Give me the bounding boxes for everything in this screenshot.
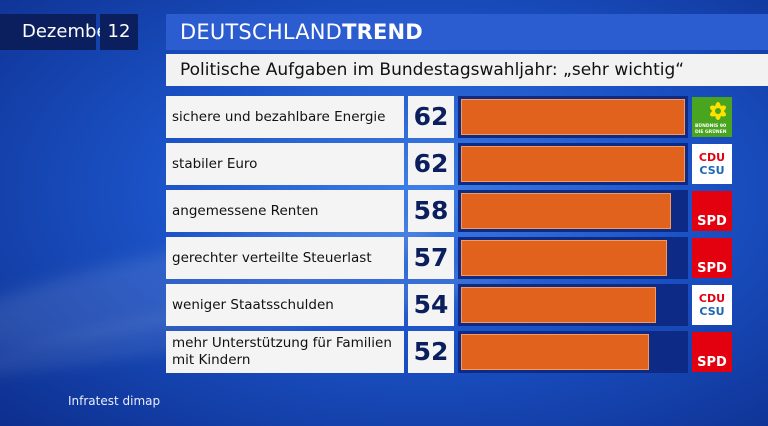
day-label: 12 [100, 14, 138, 50]
cdu-csu-logo: CDU CSU [692, 285, 732, 325]
data-label: 52 [408, 331, 454, 373]
cdu-logo-text: CDU [698, 292, 726, 305]
chart-row: gerechter verteilte Steuerlast 57 SPD [166, 237, 768, 279]
category-label: mehr Unterstützung für Familien mit Kind… [166, 331, 404, 373]
bar [461, 334, 649, 370]
data-label: 57 [408, 237, 454, 279]
chart-row: weniger Staatsschulden 54 CDU CSU [166, 284, 768, 326]
svg-text:DIE GRÜNEN: DIE GRÜNEN [695, 128, 727, 135]
bar [461, 193, 671, 229]
brand-title: DEUTSCHLANDTREND [166, 14, 768, 50]
category-label: angemessene Renten [166, 190, 404, 232]
bar-track [458, 284, 688, 326]
category-label: gerechter verteilte Steuerlast [166, 237, 404, 279]
csu-logo-text: CSU [699, 164, 725, 177]
bar-track [458, 96, 688, 138]
data-label: 58 [408, 190, 454, 232]
source-label: Infratest dimap [68, 394, 161, 408]
gruene-logo: BÜNDNIS 90 DIE GRÜNEN [692, 97, 732, 137]
chart-row: stabiler Euro 62 CDU CSU [166, 143, 768, 185]
cdu-logo-text: CDU [698, 151, 726, 164]
bar-track [458, 143, 688, 185]
spd-logo: SPD [692, 238, 732, 278]
csu-logo-text: CSU [699, 305, 725, 318]
data-label: 62 [408, 143, 454, 185]
bar [461, 99, 685, 135]
bar-track [458, 331, 688, 373]
cdu-csu-logo: CDU CSU [692, 144, 732, 184]
bar-track [458, 190, 688, 232]
category-label: stabiler Euro [166, 143, 404, 185]
spd-logo: SPD [692, 332, 732, 372]
date-badge: Dezember 12 [0, 14, 138, 50]
bar [461, 146, 685, 182]
bar [461, 287, 656, 323]
brand-title-normal: DEUTSCHLAND [180, 20, 343, 44]
data-label: 62 [408, 96, 454, 138]
chart-row: mehr Unterstützung für Familien mit Kind… [166, 331, 768, 373]
chart-row: sichere und bezahlbare Energie 62 BÜNDNIS … [166, 96, 768, 138]
brand-title-bold: TREND [342, 20, 423, 44]
chart-row: angemessene Renten 58 SPD [166, 190, 768, 232]
spd-logo: SPD [692, 191, 732, 231]
chart-title: Politische Aufgaben im Bundestagswahljah… [166, 54, 768, 86]
bar [461, 240, 667, 276]
category-label: weniger Staatsschulden [166, 284, 404, 326]
month-label: Dezember [0, 14, 115, 50]
svg-text:BÜNDNIS 90: BÜNDNIS 90 [695, 122, 726, 129]
category-label: sichere und bezahlbare Energie [166, 96, 404, 138]
bar-track [458, 237, 688, 279]
data-label: 54 [408, 284, 454, 326]
